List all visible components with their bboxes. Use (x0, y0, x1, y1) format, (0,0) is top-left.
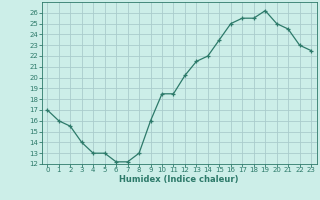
X-axis label: Humidex (Indice chaleur): Humidex (Indice chaleur) (119, 175, 239, 184)
